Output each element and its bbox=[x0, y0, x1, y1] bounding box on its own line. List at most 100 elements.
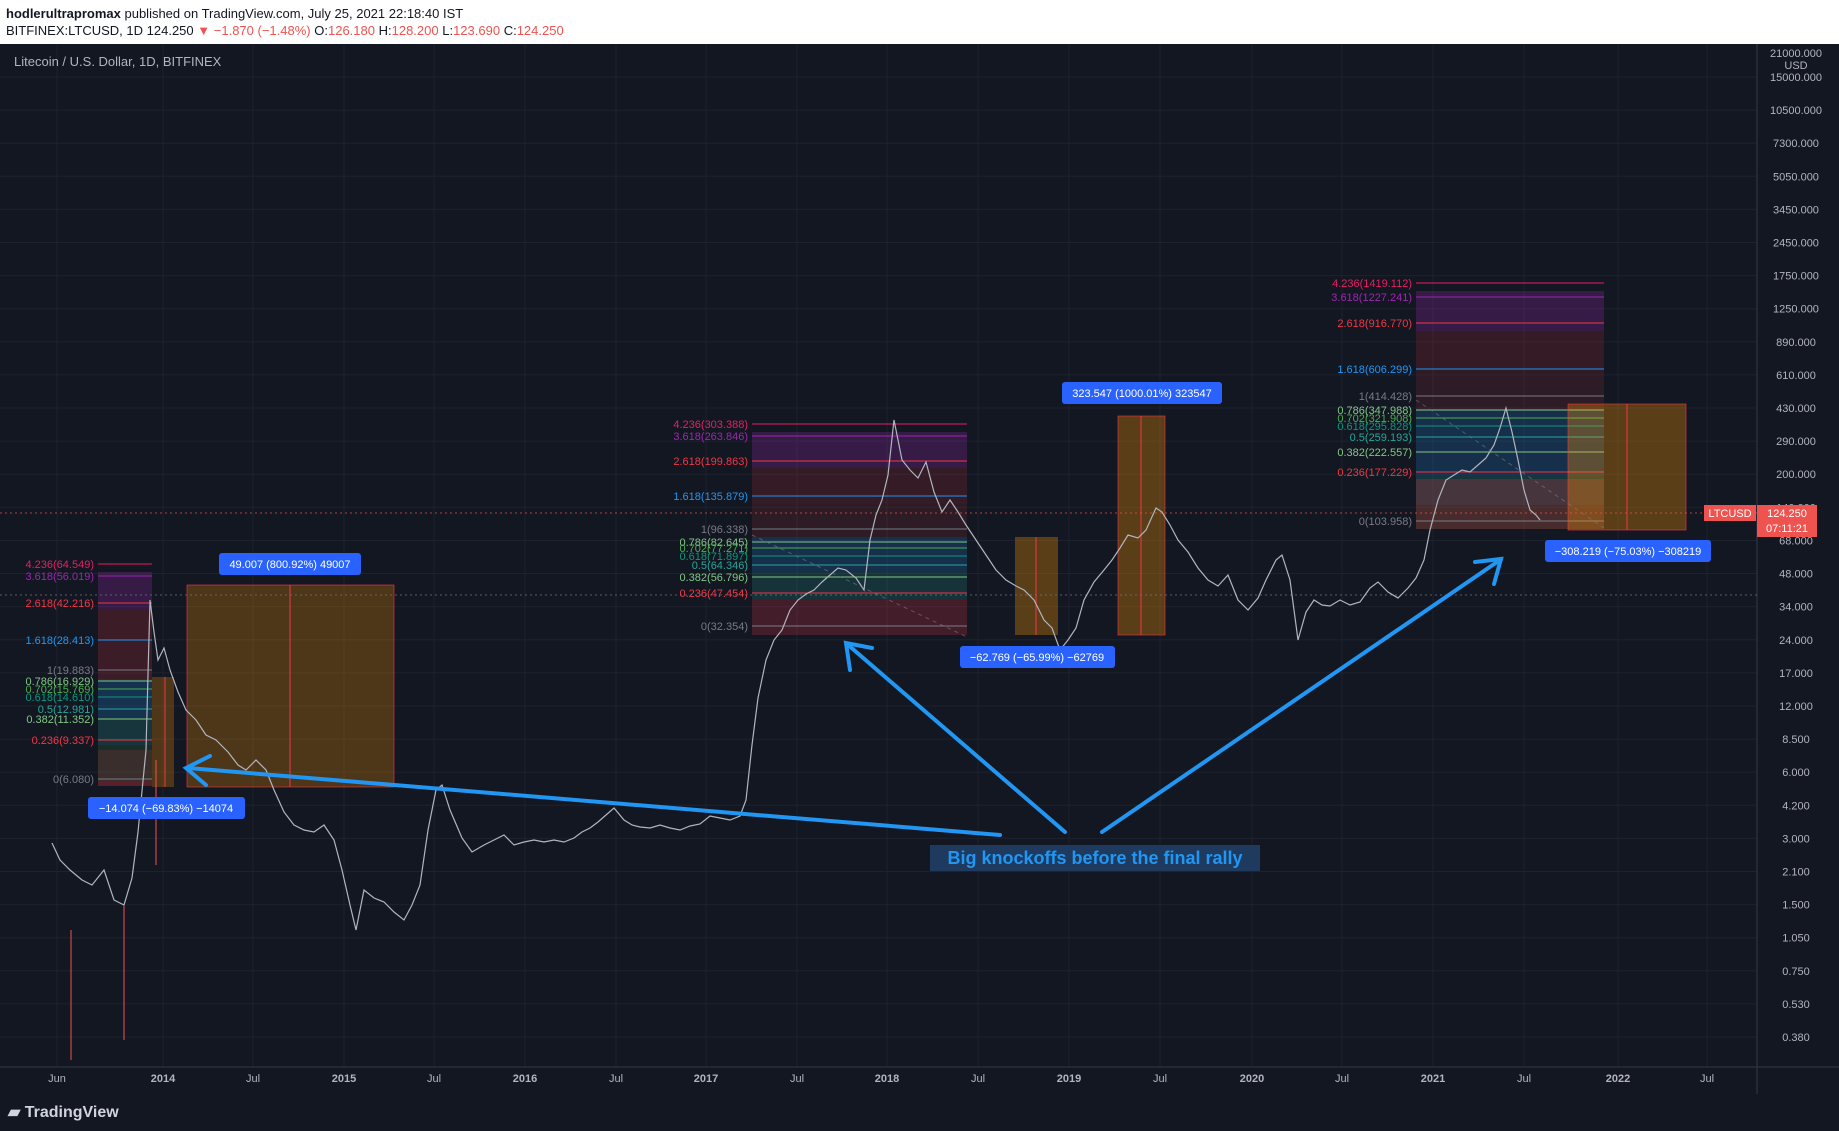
chart-symbol-title: Litecoin / U.S. Dollar, 1D, BITFINEX bbox=[14, 54, 222, 69]
svg-text:323.547 (1000.01%) 323547: 323.547 (1000.01%) 323547 bbox=[1072, 388, 1211, 400]
time-tick-label: Jul bbox=[1700, 1073, 1714, 1085]
down-arrow-icon: ▼ bbox=[197, 23, 211, 38]
annotation-text[interactable]: Big knockoffs before the final rally bbox=[930, 845, 1260, 871]
time-tick-label: 2017 bbox=[694, 1073, 718, 1085]
fib-extension-2014[interactable] bbox=[98, 572, 152, 786]
low-value: 123.690 bbox=[453, 23, 501, 38]
fib-level-label: 3.618(263.846) bbox=[673, 431, 748, 443]
svg-text:124.250: 124.250 bbox=[1767, 508, 1807, 520]
time-tick-label: Jul bbox=[790, 1073, 804, 1085]
measure-label-4[interactable]: −62.769 (−65.99%) −62769 bbox=[960, 646, 1115, 668]
fib-level-label: 0.618(14.610) bbox=[26, 692, 95, 704]
price-tick-label: 610.000 bbox=[1776, 370, 1816, 382]
svg-text:LTCUSD: LTCUSD bbox=[1708, 508, 1751, 520]
time-tick-label: 2021 bbox=[1421, 1073, 1445, 1085]
price-tick-label: 890.000 bbox=[1776, 337, 1816, 349]
measure-label-2[interactable]: −14.074 (−69.83%) −14074 bbox=[88, 797, 245, 819]
fib-level-label: 2.618(42.216) bbox=[26, 598, 95, 610]
fib-labels-2017: 4.236(303.388)3.618(263.846) 2.618(199.86… bbox=[673, 419, 967, 633]
time-tick-label: Jul bbox=[609, 1073, 623, 1085]
price-tick-label: 0.380 bbox=[1782, 1032, 1810, 1044]
fib-level-label: 0.382(222.557) bbox=[1337, 447, 1412, 459]
fib-level-label: 0.618(295.828) bbox=[1337, 421, 1412, 433]
fib-level-label: 3.618(56.019) bbox=[26, 571, 95, 583]
price-tick-label: 200.000 bbox=[1776, 469, 1816, 481]
price-change: −1.870 (−1.48%) bbox=[213, 23, 311, 38]
fib-level-label: 0.382(56.796) bbox=[680, 572, 749, 584]
svg-text:−14.074 (−69.83%) −14074: −14.074 (−69.83%) −14074 bbox=[99, 803, 233, 815]
price-tick-label: 4.200 bbox=[1782, 800, 1810, 812]
time-tick-label: Jul bbox=[1153, 1073, 1167, 1085]
close-label: C: bbox=[503, 23, 517, 38]
price-axis-unit: USD bbox=[1784, 60, 1807, 72]
fib-level-label: 1.618(28.413) bbox=[26, 635, 95, 647]
high-value: 128.200 bbox=[391, 23, 439, 38]
fib-extension-2017[interactable] bbox=[752, 432, 967, 635]
time-tick-label: 2018 bbox=[875, 1073, 899, 1085]
last-price: 124.250 bbox=[146, 23, 194, 38]
price-tick-label: 1.050 bbox=[1782, 933, 1810, 945]
fib-level-label: 1.618(135.879) bbox=[673, 491, 748, 503]
time-axis-ticks: Jun 2014 Jul 2015 Jul 2016 Jul 2017 Jul 2018 Jul 20… bbox=[48, 1073, 1714, 1085]
fib-level-label: 4.236(303.388) bbox=[673, 419, 748, 431]
annotation-arrows[interactable] bbox=[182, 556, 1504, 837]
fib-level-label: 4.236(64.549) bbox=[26, 559, 95, 571]
fib-labels-2014: 4.236(64.549)3.618(56.019) 2.618(42.216) 1… bbox=[26, 559, 152, 786]
chart-pane[interactable]: 4.236(64.549) 3.618(56.019) 2.618(42.216) 1… bbox=[0, 44, 1839, 1131]
price-tick-label: 0.750 bbox=[1782, 966, 1810, 978]
price-axis-top: 21000.000 bbox=[1770, 48, 1822, 60]
price-tick-label: 0.530 bbox=[1782, 999, 1810, 1011]
price-tick-label: 3.000 bbox=[1782, 833, 1810, 845]
time-tick-label: Jul bbox=[971, 1073, 985, 1085]
fib-level-label: 0(6.080) bbox=[53, 774, 94, 786]
fib-level-label: 0.5(12.981) bbox=[38, 704, 94, 716]
fib-level-label: 0.236(9.337) bbox=[32, 735, 94, 747]
price-tick-label: 1750.000 bbox=[1773, 271, 1819, 283]
publish-header: hodlerultrapromax published on TradingVi… bbox=[0, 0, 1839, 44]
symbol-info: BITFINEX:LTCUSD, 1D bbox=[6, 23, 144, 38]
time-tick-label: Jul bbox=[1517, 1073, 1531, 1085]
fib-extension-2021[interactable] bbox=[1416, 291, 1604, 529]
price-tick-label: 6.000 bbox=[1782, 767, 1810, 779]
trend-line[interactable] bbox=[1415, 399, 1605, 529]
time-tick-label: 2019 bbox=[1057, 1073, 1081, 1085]
fib-level-label: 1.618(606.299) bbox=[1337, 364, 1412, 376]
fib-level-label: 1(414.428) bbox=[1359, 391, 1412, 403]
low-label: L: bbox=[442, 23, 454, 38]
close-value: 124.250 bbox=[516, 23, 564, 38]
svg-text:−308.219 (−75.03%) −308219: −308.219 (−75.03%) −308219 bbox=[1555, 546, 1702, 558]
time-tick-label: 2015 bbox=[332, 1073, 356, 1085]
price-tick-label: 24.000 bbox=[1779, 635, 1813, 647]
fib-level-label: 0.236(47.454) bbox=[680, 588, 749, 600]
price-tick-label: 2450.000 bbox=[1773, 238, 1819, 250]
measure-label-1[interactable]: 49.007 (800.92%) 49007 bbox=[219, 553, 361, 575]
author-name[interactable]: hodlerultrapromax bbox=[6, 6, 121, 21]
high-label: H: bbox=[378, 23, 392, 38]
price-tick-label: 3450.000 bbox=[1773, 204, 1819, 216]
price-series[interactable] bbox=[51, 405, 1541, 931]
price-tick-label: 2.100 bbox=[1782, 866, 1810, 878]
price-range-box-2014-drop[interactable] bbox=[152, 677, 174, 787]
fib-level-label: 0(103.958) bbox=[1359, 516, 1412, 528]
price-tick-label: 1.500 bbox=[1782, 900, 1810, 912]
fib-level-label: 0.786(82.645) bbox=[680, 537, 749, 549]
fib-level-label: 0.786(347.988) bbox=[1337, 405, 1412, 417]
time-tick-label: Jun bbox=[48, 1073, 66, 1085]
time-tick-label: Jul bbox=[246, 1073, 260, 1085]
tradingview-logo[interactable]: ▰ TradingView bbox=[8, 1102, 119, 1122]
price-tick-label: 15000.000 bbox=[1770, 72, 1822, 84]
fib-level-label: 0.702(321.908) bbox=[1337, 413, 1412, 425]
price-tick-label: 10500.000 bbox=[1770, 105, 1822, 117]
svg-text:−62.769 (−65.99%) −62769: −62.769 (−65.99%) −62769 bbox=[970, 652, 1104, 664]
svg-text:07:11:21: 07:11:21 bbox=[1766, 523, 1808, 535]
measure-label-3[interactable]: 323.547 (1000.01%) 323547 bbox=[1062, 382, 1222, 404]
measure-label-5[interactable]: −308.219 (−75.03%) −308219 bbox=[1545, 540, 1711, 562]
fib-level-label: 0(32.354) bbox=[701, 621, 748, 633]
fib-level-label: 3.618(1227.241) bbox=[1331, 292, 1412, 304]
price-tick-label: 430.000 bbox=[1776, 403, 1816, 415]
time-tick-label: Jul bbox=[427, 1073, 441, 1085]
ohlc-line: BITFINEX:LTCUSD, 1D 124.250 ▼ −1.870 (−1… bbox=[6, 23, 564, 38]
time-tick-label: 2020 bbox=[1240, 1073, 1264, 1085]
fib-level-label: 0.5(64.346) bbox=[692, 560, 748, 572]
price-tick-label: 48.000 bbox=[1779, 569, 1813, 581]
